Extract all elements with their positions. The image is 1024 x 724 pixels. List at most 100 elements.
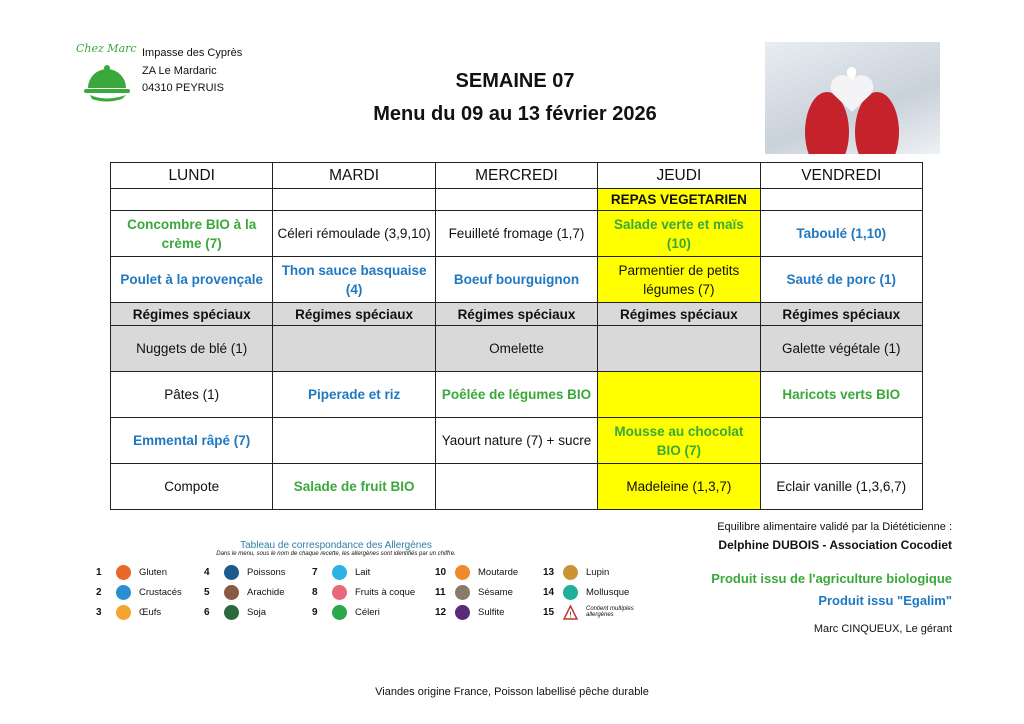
day-header-row: LUNDI MARDI MERCREDI JEUDI VENDREDI — [109, 162, 924, 189]
allergen-item: 8 Fruits à coque — [312, 584, 435, 600]
allergen-number: 3 — [96, 606, 102, 618]
sesame-icon — [455, 584, 470, 600]
allergen-number: 12 — [435, 606, 447, 618]
menu-cell: Omelette — [434, 325, 599, 372]
allergen-item: 2 Crustacés — [96, 584, 204, 600]
sulfite-icon — [455, 604, 470, 620]
menu-cell: Mousse au chocolat BIO (7) — [597, 417, 761, 464]
menu-cell: Emmental râpé (7) — [109, 417, 274, 464]
menu-cell: Nuggets de blé (1) — [109, 325, 274, 372]
allergen-legend: Tableau de correspondance des Allergènes… — [96, 540, 666, 620]
validation-note: Equilibre alimentaire validé par la Diét… — [717, 521, 952, 533]
menu-row: Poulet à la provençale Thon sauce basquai… — [109, 256, 924, 303]
menu-cell: Salade verte et maïs (10) — [597, 210, 761, 257]
bio-legend: Produit issu de l'agriculture biologique — [711, 571, 952, 586]
menu-cell: Haricots verts BIO — [759, 371, 924, 418]
menu-cell: Régimes spéciaux — [272, 302, 436, 326]
special-diet-header-row: Régimes spéciaux Régimes spéciaux Régimes … — [109, 302, 924, 326]
menu-cell: Parmentier de petits légumes (7) — [597, 256, 761, 303]
allergen-number: 6 — [204, 606, 210, 618]
day-header: JEUDI — [597, 162, 761, 189]
menu-cell — [272, 188, 436, 211]
menu-cell — [109, 188, 274, 211]
allergen-label: Sésame — [478, 586, 513, 598]
address-line: ZA Le Mardaric — [142, 64, 217, 77]
mustard-icon — [455, 564, 470, 580]
menu-cell — [759, 417, 924, 464]
allergen-label: Poissons — [247, 566, 286, 578]
menu-cell: Céleri rémoulade (3,9,10) — [272, 210, 436, 257]
weekly-menu-table: LUNDI MARDI MERCREDI JEUDI VENDREDI REPA… — [109, 162, 924, 510]
legend-subtitle: Dans le menu, sous le nom de chaque rece… — [216, 551, 456, 557]
allergen-number: 1 — [96, 566, 102, 578]
fish-icon — [224, 564, 239, 580]
allergen-label: Arachide — [247, 586, 285, 598]
day-header: MERCREDI — [434, 162, 599, 189]
allergen-label: Sulfite — [478, 606, 505, 618]
allergen-number: 14 — [543, 586, 555, 598]
address-line: 04310 PEYRUIS — [142, 82, 224, 94]
menu-cell: Régimes spéciaux — [597, 302, 761, 326]
allergen-number: 7 — [312, 566, 318, 578]
manager-signature: Marc CINQUEUX, Le gérant — [813, 623, 952, 635]
menu-cell: Sauté de porc (1) — [759, 256, 924, 303]
allergen-label: Lupin — [586, 566, 610, 578]
menu-title: Menu du 09 au 13 février 2026 — [373, 103, 657, 125]
menu-cell — [597, 371, 761, 418]
allergen-number: 11 — [435, 586, 446, 598]
menu-cell — [272, 417, 436, 464]
allergen-label: Moutarde — [478, 566, 519, 578]
allergen-number: 10 — [435, 566, 447, 578]
menu-cell: Yaourt nature (7) + sucre — [434, 417, 599, 464]
allergen-item: 11 Sésame — [435, 584, 543, 600]
allergen-item: 5 Arachide — [204, 584, 312, 600]
restaurant-logo — [84, 65, 130, 102]
allergen-label: Soja — [247, 606, 267, 618]
menu-cell: Boeuf bourguignon — [434, 256, 599, 303]
legend-title: Tableau de correspondance des Allergènes — [240, 540, 432, 551]
allergen-item: 6 Soja — [204, 604, 312, 620]
winter-mittens-photo — [765, 42, 940, 154]
day-header: VENDREDI — [759, 162, 924, 189]
address: Impasse des Cyprès ZA Le Mardaric 04310 … — [142, 45, 242, 98]
menu-cell: Salade de fruit BIO — [272, 463, 436, 510]
menu-row: Compote Salade de fruit BIO Madeleine (1,3… — [109, 463, 924, 510]
menu-cell: Régimes spéciaux — [434, 302, 599, 326]
menu-cell: REPAS VEGETARIEN — [597, 188, 761, 211]
day-header: MARDI — [272, 162, 436, 189]
allergen-label: Crustacés — [139, 586, 182, 598]
menu-cell: Poêlée de légumes BIO — [434, 371, 599, 418]
footer-note: Viandes origine France, Poisson labellis… — [375, 686, 649, 698]
allergen-number: 2 — [96, 586, 102, 598]
allergen-item: 13 Lupin — [543, 564, 663, 580]
shell-icon — [563, 584, 578, 600]
menu-row: Emmental râpé (7) Yaourt nature (7) + suc… — [109, 417, 924, 464]
allergen-item: 15! Contient multiples allergènes — [543, 603, 663, 620]
allergen-item: 1 Gluten — [96, 564, 204, 580]
menu-cell: Concombre BIO à la crème (7) — [109, 210, 274, 257]
allergen-item: 9 Céleri — [312, 604, 435, 620]
week-title: SEMAINE 07 — [455, 70, 575, 92]
allergen-label: Mollusque — [586, 586, 630, 598]
menu-cell: Régimes spéciaux — [759, 302, 924, 326]
allergen-label: Fruits à coque — [355, 586, 416, 598]
nut-icon — [332, 584, 347, 600]
allergen-item: 10 Moutarde — [435, 564, 543, 580]
warning-icon: ! — [562, 603, 579, 620]
celery-icon — [332, 604, 347, 620]
menu-row: Pâtes (1) Piperade et riz Poêlée de légume… — [109, 371, 924, 418]
lupin-icon — [563, 564, 578, 580]
menu-cell: Compote — [109, 463, 274, 510]
soy-icon — [224, 604, 239, 620]
logo-text: Chez Marc — [76, 42, 137, 55]
menu-cell: Piperade et riz — [272, 371, 436, 418]
menu-cell: Régimes spéciaux — [109, 302, 274, 326]
egalim-legend: Produit issu "Egalim" — [818, 593, 952, 608]
menu-row: Nuggets de blé (1) Omelette Galette végéta… — [109, 325, 924, 372]
menu-row: Concombre BIO à la crème (7) Céleri rémou… — [109, 210, 924, 257]
egg-icon — [116, 604, 131, 620]
allergen-label: Gluten — [139, 566, 167, 578]
peanut-icon — [224, 584, 239, 600]
allergen-number: 8 — [312, 586, 318, 598]
allergen-item: 3 Œufs — [96, 604, 204, 620]
